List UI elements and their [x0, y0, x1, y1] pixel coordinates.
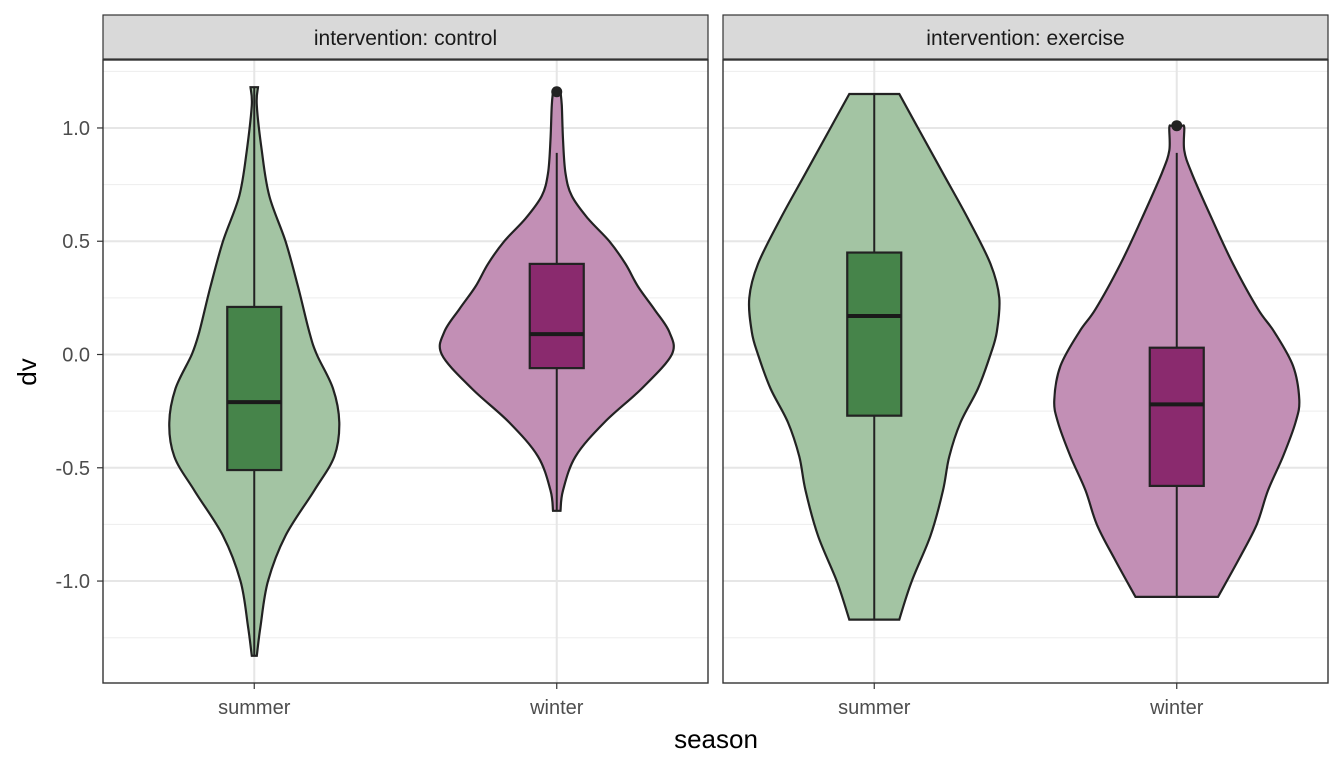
- y-axis-title: dv: [12, 358, 42, 385]
- x-axis-title: season: [674, 724, 758, 754]
- box-winter: [528, 262, 585, 370]
- y-tick-label: -1.0: [56, 571, 90, 593]
- outlier-point: [551, 86, 563, 98]
- x-tick-label: winter: [529, 697, 584, 719]
- group-winter: [438, 86, 675, 512]
- facet-panel-exercise: intervention: exercise summer winter: [722, 14, 1329, 719]
- facet-strip-label: intervention: exercise: [926, 27, 1124, 50]
- box-winter: [1148, 346, 1205, 488]
- box-summer: [226, 305, 283, 472]
- y-tick-label: 1.0: [62, 118, 90, 140]
- x-tick-label: winter: [1149, 697, 1204, 719]
- y-tick-label: 0.0: [62, 345, 90, 367]
- panel-border: [102, 59, 709, 684]
- y-tick-label: -0.5: [56, 458, 90, 480]
- panel-border: [722, 59, 1329, 684]
- x-tick-label: summer: [218, 697, 291, 719]
- outlier-point: [1171, 120, 1183, 132]
- group-summer: [747, 92, 1001, 621]
- group-winter: [1053, 120, 1301, 598]
- x-tick-label: summer: [838, 697, 911, 719]
- facet-strip-label: intervention: control: [314, 27, 497, 50]
- facet-strip: [102, 14, 709, 60]
- facet-panel-control: intervention: control summer winter: [102, 14, 709, 719]
- box-summer: [846, 251, 903, 417]
- y-axis: -1.0 -0.5 0.0 0.5 1.0: [56, 118, 103, 593]
- group-summer: [168, 86, 341, 657]
- y-tick-label: 0.5: [62, 231, 90, 253]
- facet-strip: [722, 14, 1329, 60]
